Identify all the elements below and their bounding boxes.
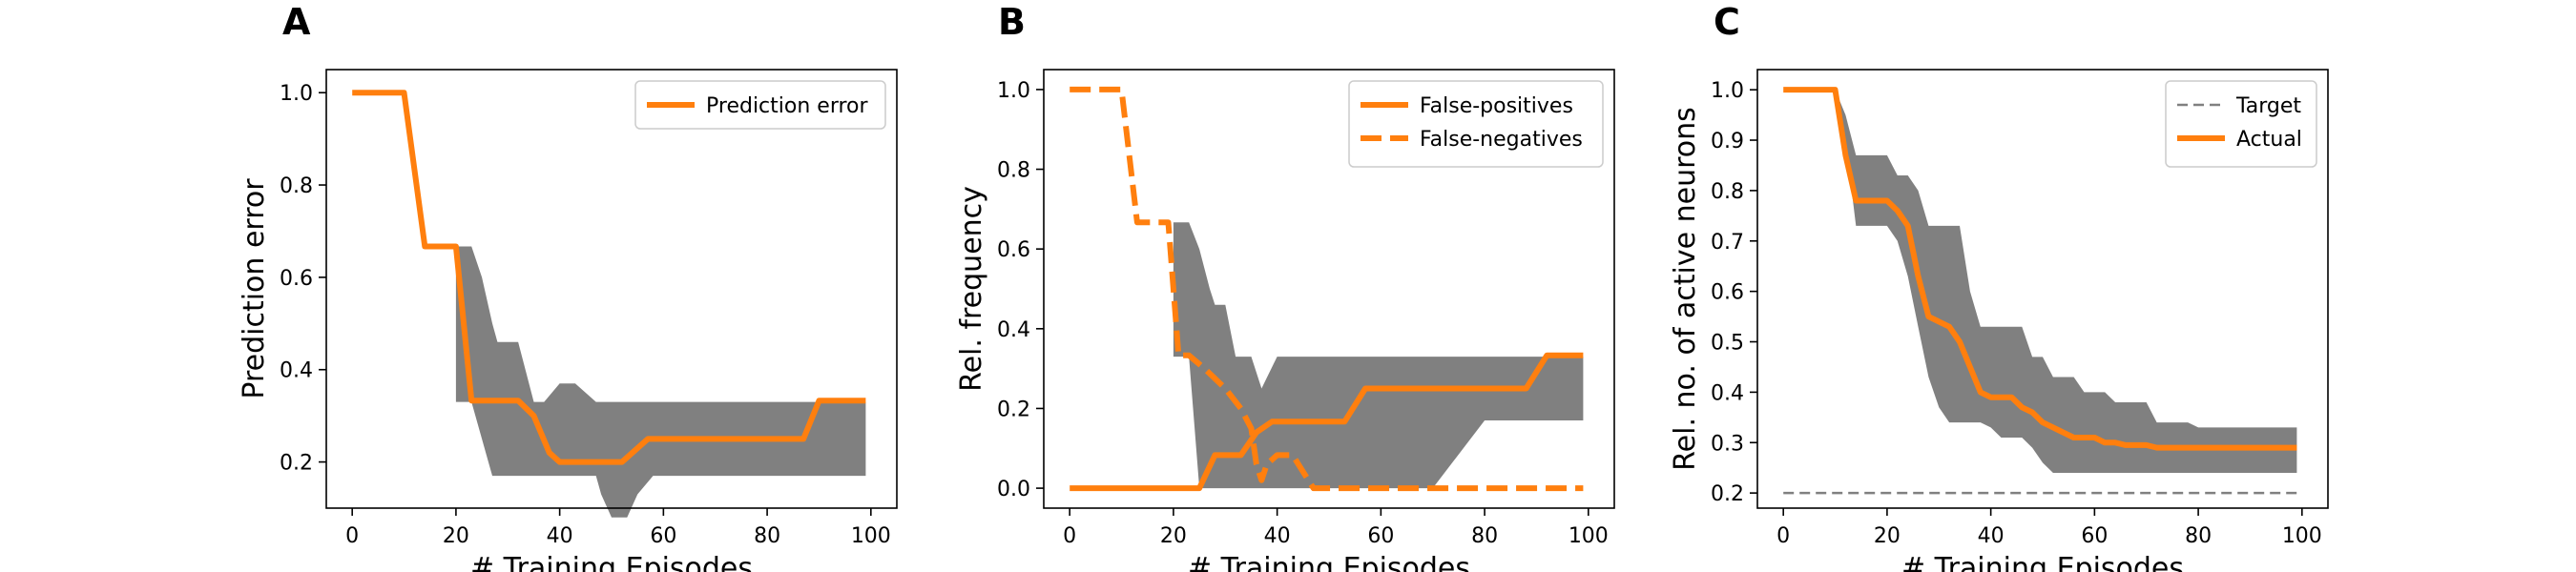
legend-label-actual: Actual (2236, 128, 2302, 152)
x-axis-label: # Training Episodes (1188, 552, 1470, 572)
x-tick-label: 40 (1264, 524, 1291, 548)
y-tick-label: 0.6 (1711, 281, 1744, 305)
panel-label-a: A (282, 1, 311, 43)
y-tick-label: 0.2 (997, 398, 1030, 421)
x-tick-label: 0 (1776, 524, 1790, 548)
legend-label-prediction-error: Prediction error (706, 94, 868, 118)
legend-box (634, 80, 886, 130)
y-tick-label: 0.8 (1711, 180, 1744, 204)
y-tick-label: 0.8 (280, 174, 313, 198)
panel-a-spread-band (455, 246, 866, 518)
y-tick-label: 0.0 (997, 478, 1030, 501)
panel-c-axes-frame (1756, 69, 2329, 509)
x-tick-label: 100 (2282, 524, 2322, 548)
panel-b: 0 20 40 60 80 100 0.0 0.2 0.4 0.6 0.8 1.0 # Training… (955, 69, 1615, 572)
panel-a: 0 20 40 60 80 100 0.2 0.4 0.6 0.8 1.0 # Training Ep… (238, 69, 898, 572)
x-axis-label: # Training Episodes (470, 552, 753, 572)
y-tick-label: 1.0 (1711, 79, 1744, 103)
panel-b-legend: False-positives False-negatives (1348, 80, 1604, 168)
y-tick-label: 0.3 (1711, 432, 1744, 456)
x-tick-label: 60 (1367, 524, 1394, 548)
panel-a-axes-frame (325, 69, 898, 509)
panel-label-c: C (1714, 1, 1740, 43)
y-tick-label: 0.9 (1711, 130, 1744, 153)
x-tick-label: 100 (1568, 524, 1609, 548)
legend-label-false-negatives: False-negatives (1420, 128, 1583, 152)
y-axis-label: Rel. no. of active neurons (1669, 107, 1702, 471)
series-line-false-positives (1070, 352, 1584, 492)
y-tick-label: 0.4 (1711, 381, 1744, 405)
y-tick-label: 1.0 (997, 79, 1030, 103)
legend-label-false-positives: False-positives (1420, 94, 1573, 118)
x-tick-label: 20 (1874, 524, 1901, 548)
y-tick-label: 0.5 (1711, 332, 1744, 356)
x-tick-label: 80 (2185, 524, 2212, 548)
legend-box (2165, 80, 2317, 168)
series-line-false-negatives (1070, 86, 1584, 492)
series-line-actual (1783, 87, 2297, 451)
x-tick-label: 0 (345, 524, 359, 548)
panel-c: 0 20 40 60 80 100 0.2 0.3 0.4 0.5 0.6 0.7 0.8 0.9 1.0 #… (1669, 69, 2329, 572)
x-axis-label: # Training Episodes (1901, 552, 2184, 572)
y-tick-label: 0.4 (280, 359, 313, 383)
panel-c-spread-band (1835, 90, 2297, 473)
x-tick-label: 60 (2081, 524, 2108, 548)
x-tick-label: 40 (547, 524, 573, 548)
x-tick-label: 40 (1978, 524, 2005, 548)
y-tick-label: 0.8 (997, 159, 1030, 183)
x-tick-label: 0 (1063, 524, 1076, 548)
x-tick-label: 100 (851, 524, 891, 548)
x-tick-label: 80 (754, 524, 780, 548)
legend-label-target: Target (2235, 94, 2301, 118)
y-tick-label: 0.2 (1711, 482, 1744, 506)
panel-label-b: B (998, 1, 1026, 43)
x-tick-label: 20 (1160, 524, 1187, 548)
y-tick-label: 0.4 (997, 318, 1030, 342)
y-axis-label: Rel. frequency (955, 186, 988, 392)
y-axis-label: Prediction error (238, 178, 271, 399)
x-tick-label: 20 (443, 524, 469, 548)
x-tick-label: 60 (650, 524, 676, 548)
panel-c-legend: Target Actual (2165, 80, 2317, 168)
panel-b-axes-frame (1043, 69, 1615, 509)
x-tick-label: 80 (1471, 524, 1498, 548)
panel-a-legend: Prediction error (634, 80, 886, 130)
y-tick-label: 0.2 (280, 452, 313, 476)
y-tick-label: 0.7 (1711, 231, 1744, 255)
series-line-prediction-error (352, 90, 866, 465)
y-tick-label: 0.6 (280, 267, 313, 291)
legend-box (1348, 80, 1604, 168)
y-tick-label: 0.6 (997, 238, 1030, 262)
y-tick-label: 1.0 (280, 82, 313, 106)
